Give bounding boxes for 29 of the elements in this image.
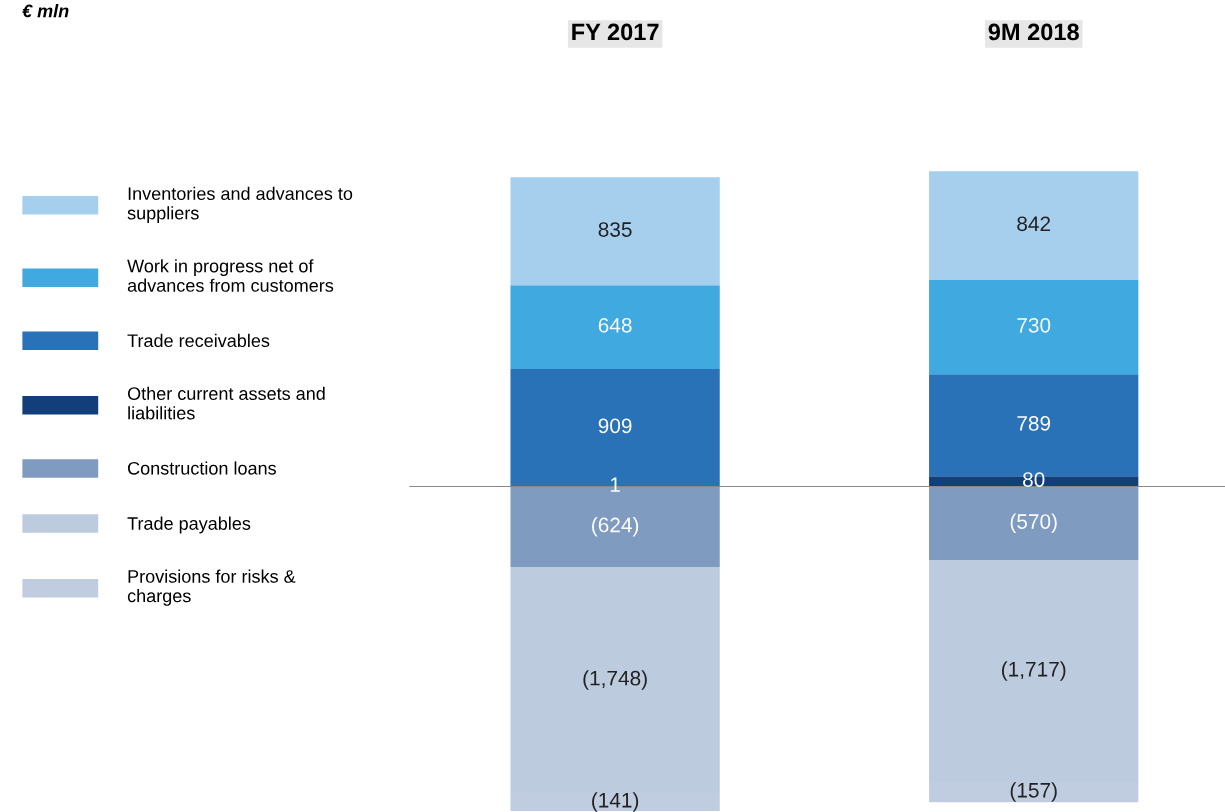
legend-label: Trade receivables: [127, 333, 270, 348]
text: € mln: [22, 4, 69, 18]
legend-label: Work in progress net of advances from customers: [127, 259, 334, 292]
data-label: 842: [1017, 216, 1051, 232]
data-label: 789: [1017, 416, 1051, 431]
bar: [929, 279, 1139, 375]
bar: [929, 486, 1139, 561]
data-label: 835: [598, 222, 632, 237]
x-tick-label: 9M 2018: [988, 23, 1079, 41]
data-label: (1,748): [583, 670, 647, 690]
data-label: (141): [592, 792, 639, 812]
data-label: 80: [1023, 472, 1045, 487]
data-label: (157): [1010, 782, 1057, 802]
data-label: (570): [1010, 513, 1057, 533]
data-label: 909: [598, 418, 632, 434]
bar: [510, 285, 720, 369]
legend-label: Other current assets and liabilities: [127, 386, 325, 420]
legend-label: Trade payables: [127, 516, 251, 534]
bar: [929, 171, 1139, 280]
legend-label: Construction loans: [128, 461, 276, 475]
data-label: 730: [1017, 317, 1051, 333]
legend-label: Inventories and advances to suppliers: [127, 186, 353, 224]
x-tick-label: FY 2017: [572, 23, 659, 41]
data-label: 648: [598, 317, 632, 333]
data-label: 1: [610, 477, 620, 492]
bar: [510, 177, 720, 286]
data-label: (624): [592, 517, 639, 537]
legend-label: Provisions for risks & charges: [127, 569, 296, 606]
data-label: (1,717): [1001, 661, 1066, 681]
